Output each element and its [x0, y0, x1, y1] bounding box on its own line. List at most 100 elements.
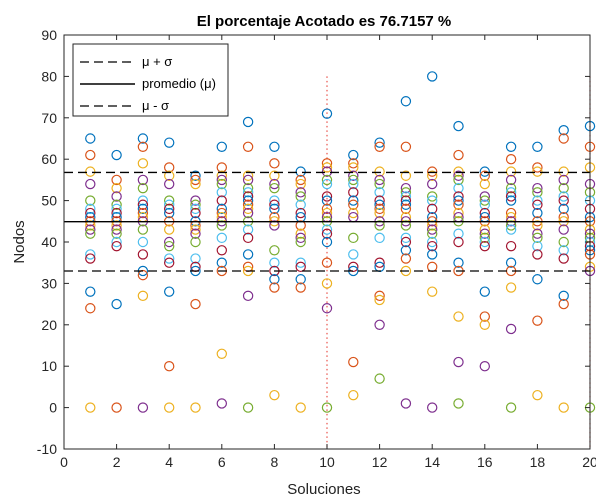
data-point — [479, 236, 490, 248]
data-point — [374, 166, 385, 177]
y-tick-label: 80 — [41, 68, 57, 84]
data-point — [374, 220, 385, 231]
data-point — [269, 199, 280, 210]
data-point — [374, 294, 385, 306]
data-point — [85, 203, 96, 215]
data-point — [505, 224, 517, 235]
y-tick-label: 10 — [41, 358, 57, 374]
data-point — [242, 195, 254, 206]
data-point — [427, 178, 438, 190]
data-point — [321, 402, 333, 413]
data-point — [505, 207, 517, 219]
data-point — [295, 178, 306, 190]
data-point — [558, 174, 569, 186]
data-point — [532, 389, 543, 401]
data-point — [242, 207, 254, 219]
data-point — [479, 319, 490, 330]
data-point — [295, 191, 306, 202]
data-point — [295, 166, 306, 177]
data-point — [295, 282, 306, 293]
data-point — [532, 315, 543, 326]
data-point — [321, 166, 333, 177]
data-point — [427, 191, 438, 202]
data-point — [400, 187, 412, 198]
data-point — [374, 257, 385, 268]
data-point — [427, 228, 438, 239]
data-point — [374, 187, 385, 198]
data-point — [242, 290, 254, 302]
data-point — [374, 232, 385, 244]
y-tick-label: 30 — [41, 275, 57, 291]
data-point — [295, 261, 306, 273]
data-point — [190, 178, 201, 190]
data-point — [321, 236, 333, 248]
data-point — [427, 220, 438, 231]
data-point — [137, 207, 149, 219]
data-point — [163, 253, 175, 264]
data-point — [374, 137, 385, 148]
data-point — [453, 257, 464, 268]
data-point — [321, 158, 333, 169]
data-point — [427, 236, 438, 248]
data-point — [348, 149, 359, 161]
data-point — [85, 253, 96, 264]
data-point — [242, 141, 254, 152]
data-point — [242, 402, 254, 413]
data-point — [321, 228, 333, 239]
data-point — [479, 311, 490, 322]
data-point — [321, 108, 333, 119]
data-point — [190, 199, 201, 210]
data-point — [400, 182, 412, 194]
data-point — [85, 402, 96, 413]
data-point — [295, 220, 306, 231]
data-point — [216, 207, 227, 219]
data-point — [453, 149, 464, 161]
data-point — [453, 120, 464, 132]
data-point — [295, 402, 306, 413]
data-point — [216, 348, 227, 359]
data-point — [269, 220, 280, 231]
data-point — [400, 253, 412, 264]
data-point — [216, 245, 227, 256]
data-point — [374, 373, 385, 384]
data-point — [479, 178, 490, 190]
data-point — [269, 141, 280, 152]
data-point — [321, 174, 333, 186]
data-point — [137, 141, 149, 152]
data-point — [479, 361, 490, 372]
data-point — [137, 195, 149, 206]
data-point — [321, 178, 333, 190]
data-point — [427, 170, 438, 181]
data-point — [137, 203, 149, 215]
data-point — [216, 187, 227, 198]
data-point — [163, 207, 175, 219]
data-point — [558, 203, 569, 215]
data-point — [505, 166, 517, 177]
data-point — [269, 195, 280, 206]
data-point — [295, 187, 306, 198]
data-point — [532, 195, 543, 206]
data-point — [269, 389, 280, 401]
data-point — [479, 228, 490, 239]
data-point — [137, 249, 149, 260]
data-point — [190, 402, 201, 413]
x-tick-label: 6 — [218, 454, 226, 470]
data-point — [374, 141, 385, 152]
data-point — [190, 170, 201, 181]
data-point — [321, 224, 333, 235]
reference-lines — [64, 171, 590, 272]
data-point — [479, 195, 490, 206]
y-tick-label: 70 — [41, 110, 57, 126]
data-point — [348, 162, 359, 173]
data-point — [453, 356, 464, 368]
data-point — [479, 166, 490, 177]
data-point — [427, 249, 438, 260]
data-point — [163, 361, 175, 372]
data-point — [453, 199, 464, 210]
y-tick-label: 0 — [49, 400, 57, 416]
data-point — [505, 141, 517, 152]
data-point — [479, 224, 490, 235]
x-tick-label: 20 — [582, 454, 596, 470]
data-point — [453, 311, 464, 322]
